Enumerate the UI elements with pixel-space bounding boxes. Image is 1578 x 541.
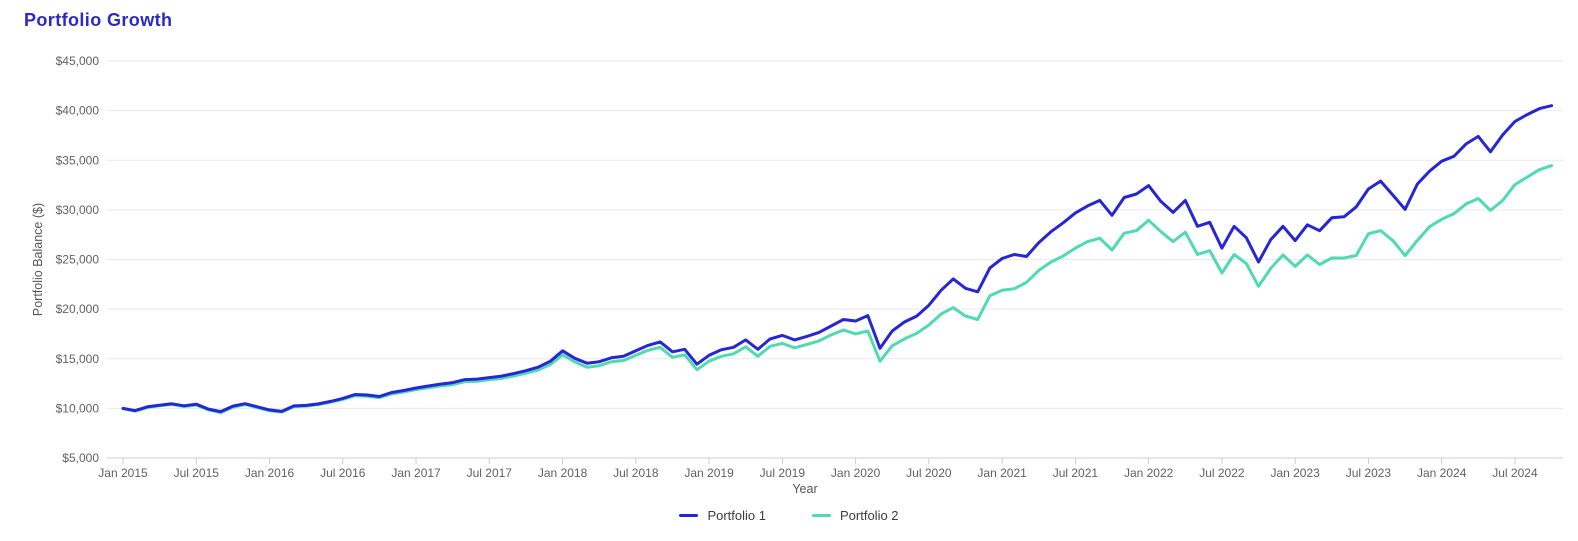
x-tick-label: Jul 2018: [613, 466, 659, 480]
portfolio-1-line[interactable]: [121, 104, 1554, 414]
portfolio-2-legend-marker-icon: [812, 514, 831, 517]
x-tick-label: Jul 2015: [174, 466, 220, 480]
x-tick-label: Jan 2017: [391, 466, 441, 480]
y-tick-label: $40,000: [56, 104, 100, 118]
page-title: Portfolio Growth: [24, 10, 173, 30]
legend-item-portfolio-2[interactable]: Portfolio 2: [812, 508, 899, 523]
y-tick-label: $45,000: [56, 54, 100, 68]
x-tick-label: Jul 2016: [320, 466, 366, 480]
x-tick-label: Jan 2021: [977, 466, 1027, 480]
chart-legend: Portfolio 1 Portfolio 2: [0, 508, 1578, 523]
x-tick-label: Jan 2020: [831, 466, 881, 480]
x-tick-label: Jul 2021: [1053, 466, 1099, 480]
x-tick-label: Jul 2023: [1346, 466, 1392, 480]
x-axis-title: Year: [792, 482, 817, 496]
y-tick-label: $25,000: [56, 253, 100, 267]
x-tick-label: Jan 2018: [538, 466, 588, 480]
y-tick-label: $10,000: [56, 401, 100, 415]
y-axis-title: Portfolio Balance ($): [31, 203, 45, 316]
x-tick-label: Jan 2022: [1124, 466, 1174, 480]
x-tick-label: Jul 2022: [1199, 466, 1245, 480]
x-tick-label: Jul 2019: [760, 466, 806, 480]
x-tick-label: Jan 2015: [98, 466, 148, 480]
y-tick-label: $15,000: [56, 352, 100, 366]
x-tick-label: Jul 2017: [467, 466, 513, 480]
portfolio-2-line[interactable]: [121, 164, 1554, 415]
y-tick-label: $30,000: [56, 203, 100, 217]
x-tick-label: Jul 2020: [906, 466, 952, 480]
legend-label: Portfolio 2: [840, 508, 899, 523]
x-tick-label: Jul 2024: [1492, 466, 1538, 480]
y-tick-label: $20,000: [56, 302, 100, 316]
legend-item-portfolio-1[interactable]: Portfolio 1: [679, 508, 766, 523]
x-tick-label: Jan 2023: [1270, 466, 1320, 480]
x-tick-label: Jan 2016: [245, 466, 295, 480]
x-tick-label: Jan 2024: [1417, 466, 1467, 480]
y-tick-label: $35,000: [56, 153, 100, 167]
x-tick-label: Jan 2019: [684, 466, 734, 480]
portfolio-1-legend-marker-icon: [679, 514, 699, 517]
y-tick-label: $5,000: [62, 451, 99, 465]
legend-label: Portfolio 1: [707, 508, 766, 523]
